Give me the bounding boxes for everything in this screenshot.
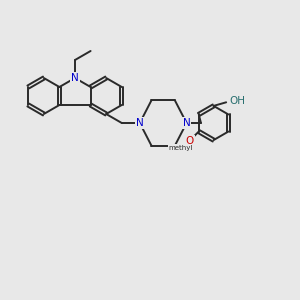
- Text: N: N: [71, 73, 79, 83]
- Text: N: N: [136, 118, 144, 128]
- Text: OH: OH: [230, 96, 246, 106]
- Text: N: N: [183, 118, 190, 128]
- Text: methyl: methyl: [169, 145, 193, 151]
- Text: O: O: [186, 136, 194, 146]
